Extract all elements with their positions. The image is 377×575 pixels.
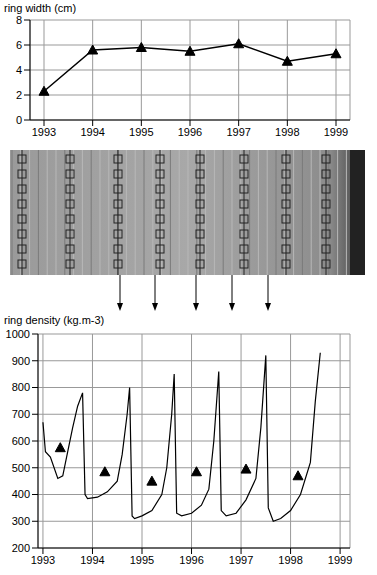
svg-text:800: 800 bbox=[12, 381, 30, 393]
svg-text:1996: 1996 bbox=[179, 554, 203, 566]
svg-text:1994: 1994 bbox=[80, 126, 104, 138]
svg-text:0: 0 bbox=[16, 114, 22, 126]
svg-text:8: 8 bbox=[16, 14, 22, 26]
svg-text:6: 6 bbox=[16, 39, 22, 51]
svg-text:1000: 1000 bbox=[6, 328, 30, 340]
svg-text:1996: 1996 bbox=[178, 126, 202, 138]
svg-text:4: 4 bbox=[16, 64, 22, 76]
svg-text:1999: 1999 bbox=[328, 554, 352, 566]
html-text:ring density (kg.m-3): ring density (kg.m-3) bbox=[4, 314, 105, 326]
html-text:ring width (cm): ring width (cm) bbox=[4, 2, 77, 14]
svg-text:200: 200 bbox=[12, 542, 30, 554]
svg-text:1995: 1995 bbox=[129, 126, 153, 138]
svg-text:1998: 1998 bbox=[278, 554, 302, 566]
svg-text:500: 500 bbox=[12, 462, 30, 474]
svg-text:1998: 1998 bbox=[275, 126, 299, 138]
svg-text:1999: 1999 bbox=[324, 126, 348, 138]
svg-text:300: 300 bbox=[12, 515, 30, 527]
svg-text:600: 600 bbox=[12, 435, 30, 447]
svg-text:2: 2 bbox=[16, 89, 22, 101]
svg-text:1995: 1995 bbox=[130, 554, 154, 566]
svg-text:1997: 1997 bbox=[226, 126, 250, 138]
svg-text:1993: 1993 bbox=[31, 554, 55, 566]
svg-text:1994: 1994 bbox=[80, 554, 104, 566]
svg-text:900: 900 bbox=[12, 355, 30, 367]
svg-text:1993: 1993 bbox=[32, 126, 56, 138]
svg-text:1997: 1997 bbox=[229, 554, 253, 566]
svg-text:700: 700 bbox=[12, 408, 30, 420]
svg-text:400: 400 bbox=[12, 488, 30, 500]
